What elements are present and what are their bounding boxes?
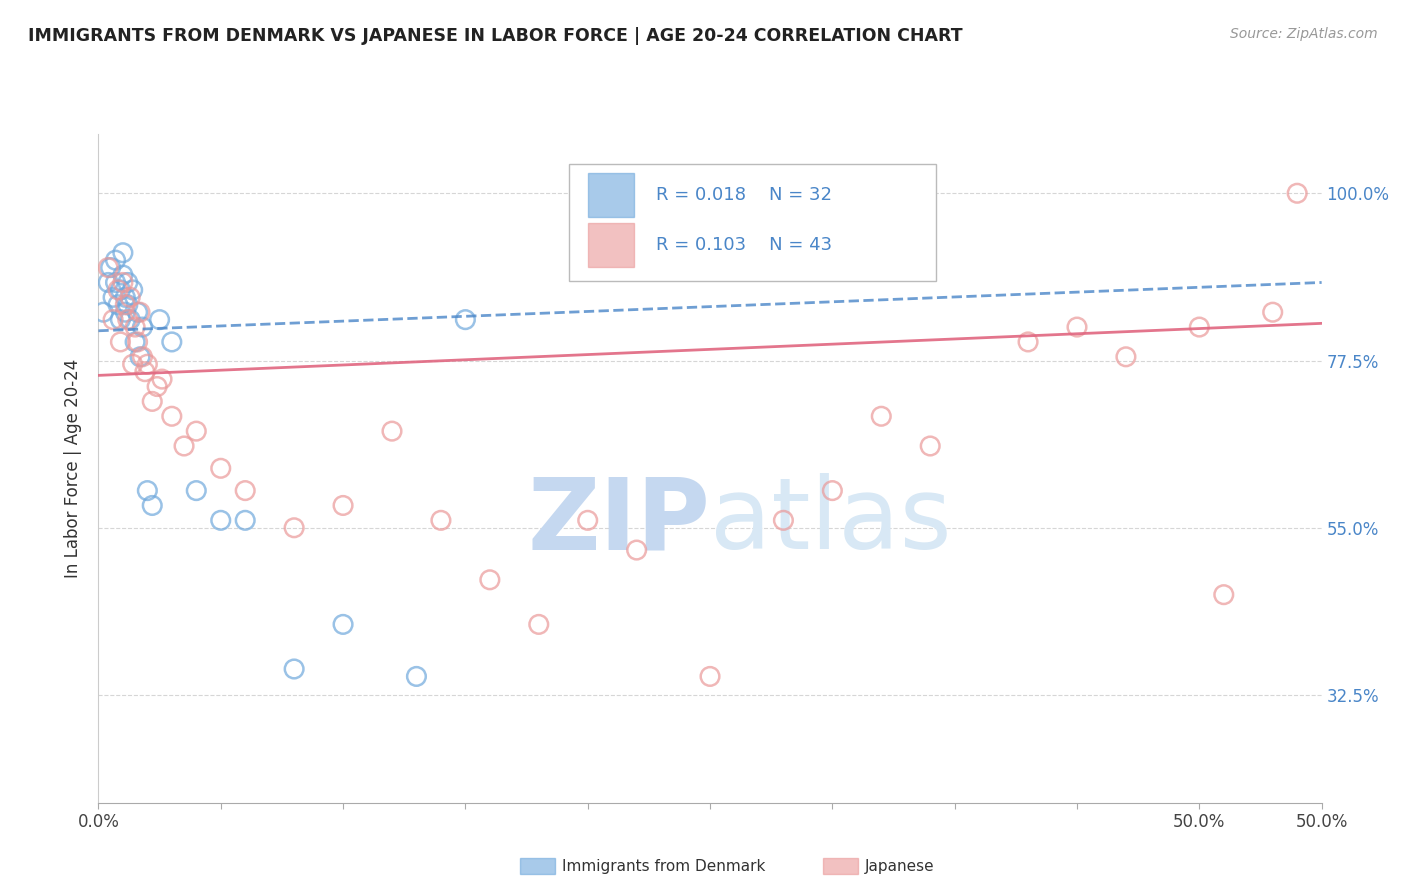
Point	[186, 483, 208, 498]
Point	[699, 669, 721, 683]
Text: atlas: atlas	[710, 474, 952, 570]
Point	[120, 290, 142, 304]
Point	[117, 298, 139, 312]
Point	[110, 334, 132, 349]
Point	[101, 290, 124, 304]
Point	[233, 513, 256, 527]
Point	[127, 334, 149, 349]
Point	[117, 276, 139, 290]
Point	[920, 439, 942, 453]
Point	[114, 298, 136, 312]
Text: Japanese: Japanese	[865, 859, 935, 873]
Point	[117, 312, 139, 326]
Point	[149, 312, 172, 326]
Point	[430, 513, 453, 527]
Point	[233, 483, 256, 498]
Text: Immigrants from Denmark: Immigrants from Denmark	[562, 859, 766, 873]
Point	[104, 276, 127, 290]
Point	[124, 334, 146, 349]
Point	[129, 350, 152, 364]
Point	[1017, 334, 1039, 349]
Point	[134, 365, 156, 379]
Point	[405, 669, 427, 683]
Point	[332, 499, 354, 513]
Point	[381, 424, 404, 438]
Point	[209, 513, 232, 527]
Point	[136, 483, 159, 498]
Point	[454, 312, 477, 326]
Point	[160, 334, 183, 349]
Point	[1066, 320, 1088, 334]
Text: ZIP: ZIP	[527, 474, 710, 570]
Text: R = 0.018    N = 32: R = 0.018 N = 32	[657, 186, 832, 204]
Point	[100, 260, 122, 275]
Point	[870, 409, 893, 424]
Point	[107, 298, 129, 312]
Y-axis label: In Labor Force | Age 20-24: In Labor Force | Age 20-24	[65, 359, 83, 578]
Point	[127, 305, 149, 319]
FancyBboxPatch shape	[569, 164, 936, 281]
Point	[120, 312, 142, 326]
Point	[141, 499, 163, 513]
Point	[141, 394, 163, 409]
Point	[772, 513, 794, 527]
Point	[107, 283, 129, 297]
Point	[110, 312, 132, 326]
Point	[146, 379, 169, 393]
Point	[173, 439, 195, 453]
Point	[136, 357, 159, 371]
Point	[1212, 588, 1234, 602]
Point	[97, 276, 120, 290]
FancyBboxPatch shape	[588, 173, 634, 217]
Point	[121, 357, 143, 371]
Point	[111, 276, 134, 290]
Point	[114, 305, 136, 319]
Point	[1286, 186, 1309, 201]
Point	[110, 283, 132, 297]
Point	[821, 483, 844, 498]
Point	[101, 312, 124, 326]
Point	[283, 521, 305, 535]
Point	[527, 617, 550, 632]
Point	[114, 290, 136, 304]
Point	[186, 424, 208, 438]
Point	[478, 573, 501, 587]
Point	[97, 260, 120, 275]
Point	[576, 513, 599, 527]
Point	[129, 305, 152, 319]
Point	[626, 543, 648, 558]
Text: Source: ZipAtlas.com: Source: ZipAtlas.com	[1230, 27, 1378, 41]
Point	[111, 268, 134, 282]
Point	[150, 372, 173, 386]
Point	[131, 350, 153, 364]
Text: IMMIGRANTS FROM DENMARK VS JAPANESE IN LABOR FORCE | AGE 20-24 CORRELATION CHART: IMMIGRANTS FROM DENMARK VS JAPANESE IN L…	[28, 27, 963, 45]
Text: R = 0.103    N = 43: R = 0.103 N = 43	[657, 236, 832, 254]
Point	[1115, 350, 1137, 364]
FancyBboxPatch shape	[588, 224, 634, 267]
Point	[160, 409, 183, 424]
Point	[1188, 320, 1211, 334]
Point	[209, 461, 232, 475]
Point	[121, 283, 143, 297]
Point	[111, 245, 134, 260]
Point	[104, 253, 127, 268]
Point	[1261, 305, 1284, 319]
Point	[283, 662, 305, 676]
Point	[131, 320, 153, 334]
Point	[332, 617, 354, 632]
Point	[91, 305, 114, 319]
Point	[124, 320, 146, 334]
